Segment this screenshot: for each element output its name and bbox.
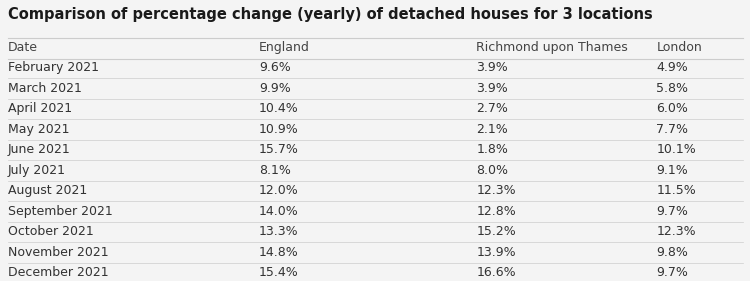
Text: 9.1%: 9.1%	[656, 164, 688, 177]
Text: November 2021: November 2021	[8, 246, 108, 259]
Text: 13.9%: 13.9%	[476, 246, 516, 259]
Text: March 2021: March 2021	[8, 82, 81, 95]
Text: London: London	[656, 41, 702, 54]
Text: 9.7%: 9.7%	[656, 205, 688, 218]
Text: 13.3%: 13.3%	[259, 225, 299, 238]
Text: May 2021: May 2021	[8, 123, 69, 136]
Text: April 2021: April 2021	[8, 102, 72, 115]
Text: 15.7%: 15.7%	[259, 143, 299, 156]
Text: June 2021: June 2021	[8, 143, 70, 156]
Text: 15.2%: 15.2%	[476, 225, 516, 238]
Text: 8.0%: 8.0%	[476, 164, 508, 177]
Text: 15.4%: 15.4%	[259, 266, 299, 279]
Text: 1.8%: 1.8%	[476, 143, 508, 156]
Text: 3.9%: 3.9%	[476, 82, 508, 95]
Text: 10.1%: 10.1%	[656, 143, 696, 156]
Text: Richmond upon Thames: Richmond upon Thames	[476, 41, 628, 54]
Text: August 2021: August 2021	[8, 184, 87, 197]
Text: 2.1%: 2.1%	[476, 123, 508, 136]
Text: 10.9%: 10.9%	[259, 123, 299, 136]
Text: 9.8%: 9.8%	[656, 246, 688, 259]
Text: 12.8%: 12.8%	[476, 205, 516, 218]
Text: 14.8%: 14.8%	[259, 246, 299, 259]
Text: Date: Date	[8, 41, 38, 54]
Text: 11.5%: 11.5%	[656, 184, 696, 197]
Text: December 2021: December 2021	[8, 266, 108, 279]
Text: 2.7%: 2.7%	[476, 102, 508, 115]
Text: 9.7%: 9.7%	[656, 266, 688, 279]
Text: 8.1%: 8.1%	[259, 164, 291, 177]
Text: 7.7%: 7.7%	[656, 123, 688, 136]
Text: 5.8%: 5.8%	[656, 82, 688, 95]
Text: 9.6%: 9.6%	[259, 61, 290, 74]
Text: 3.9%: 3.9%	[476, 61, 508, 74]
Text: 16.6%: 16.6%	[476, 266, 516, 279]
Text: 10.4%: 10.4%	[259, 102, 299, 115]
Text: 12.3%: 12.3%	[476, 184, 516, 197]
Text: 4.9%: 4.9%	[656, 61, 688, 74]
Text: 12.3%: 12.3%	[656, 225, 696, 238]
Text: 6.0%: 6.0%	[656, 102, 688, 115]
Text: Comparison of percentage change (yearly) of detached houses for 3 locations: Comparison of percentage change (yearly)…	[8, 7, 652, 22]
Text: England: England	[259, 41, 310, 54]
Text: July 2021: July 2021	[8, 164, 65, 177]
Text: 14.0%: 14.0%	[259, 205, 299, 218]
Text: February 2021: February 2021	[8, 61, 98, 74]
Text: October 2021: October 2021	[8, 225, 93, 238]
Text: September 2021: September 2021	[8, 205, 112, 218]
Text: 9.9%: 9.9%	[259, 82, 290, 95]
Text: 12.0%: 12.0%	[259, 184, 299, 197]
